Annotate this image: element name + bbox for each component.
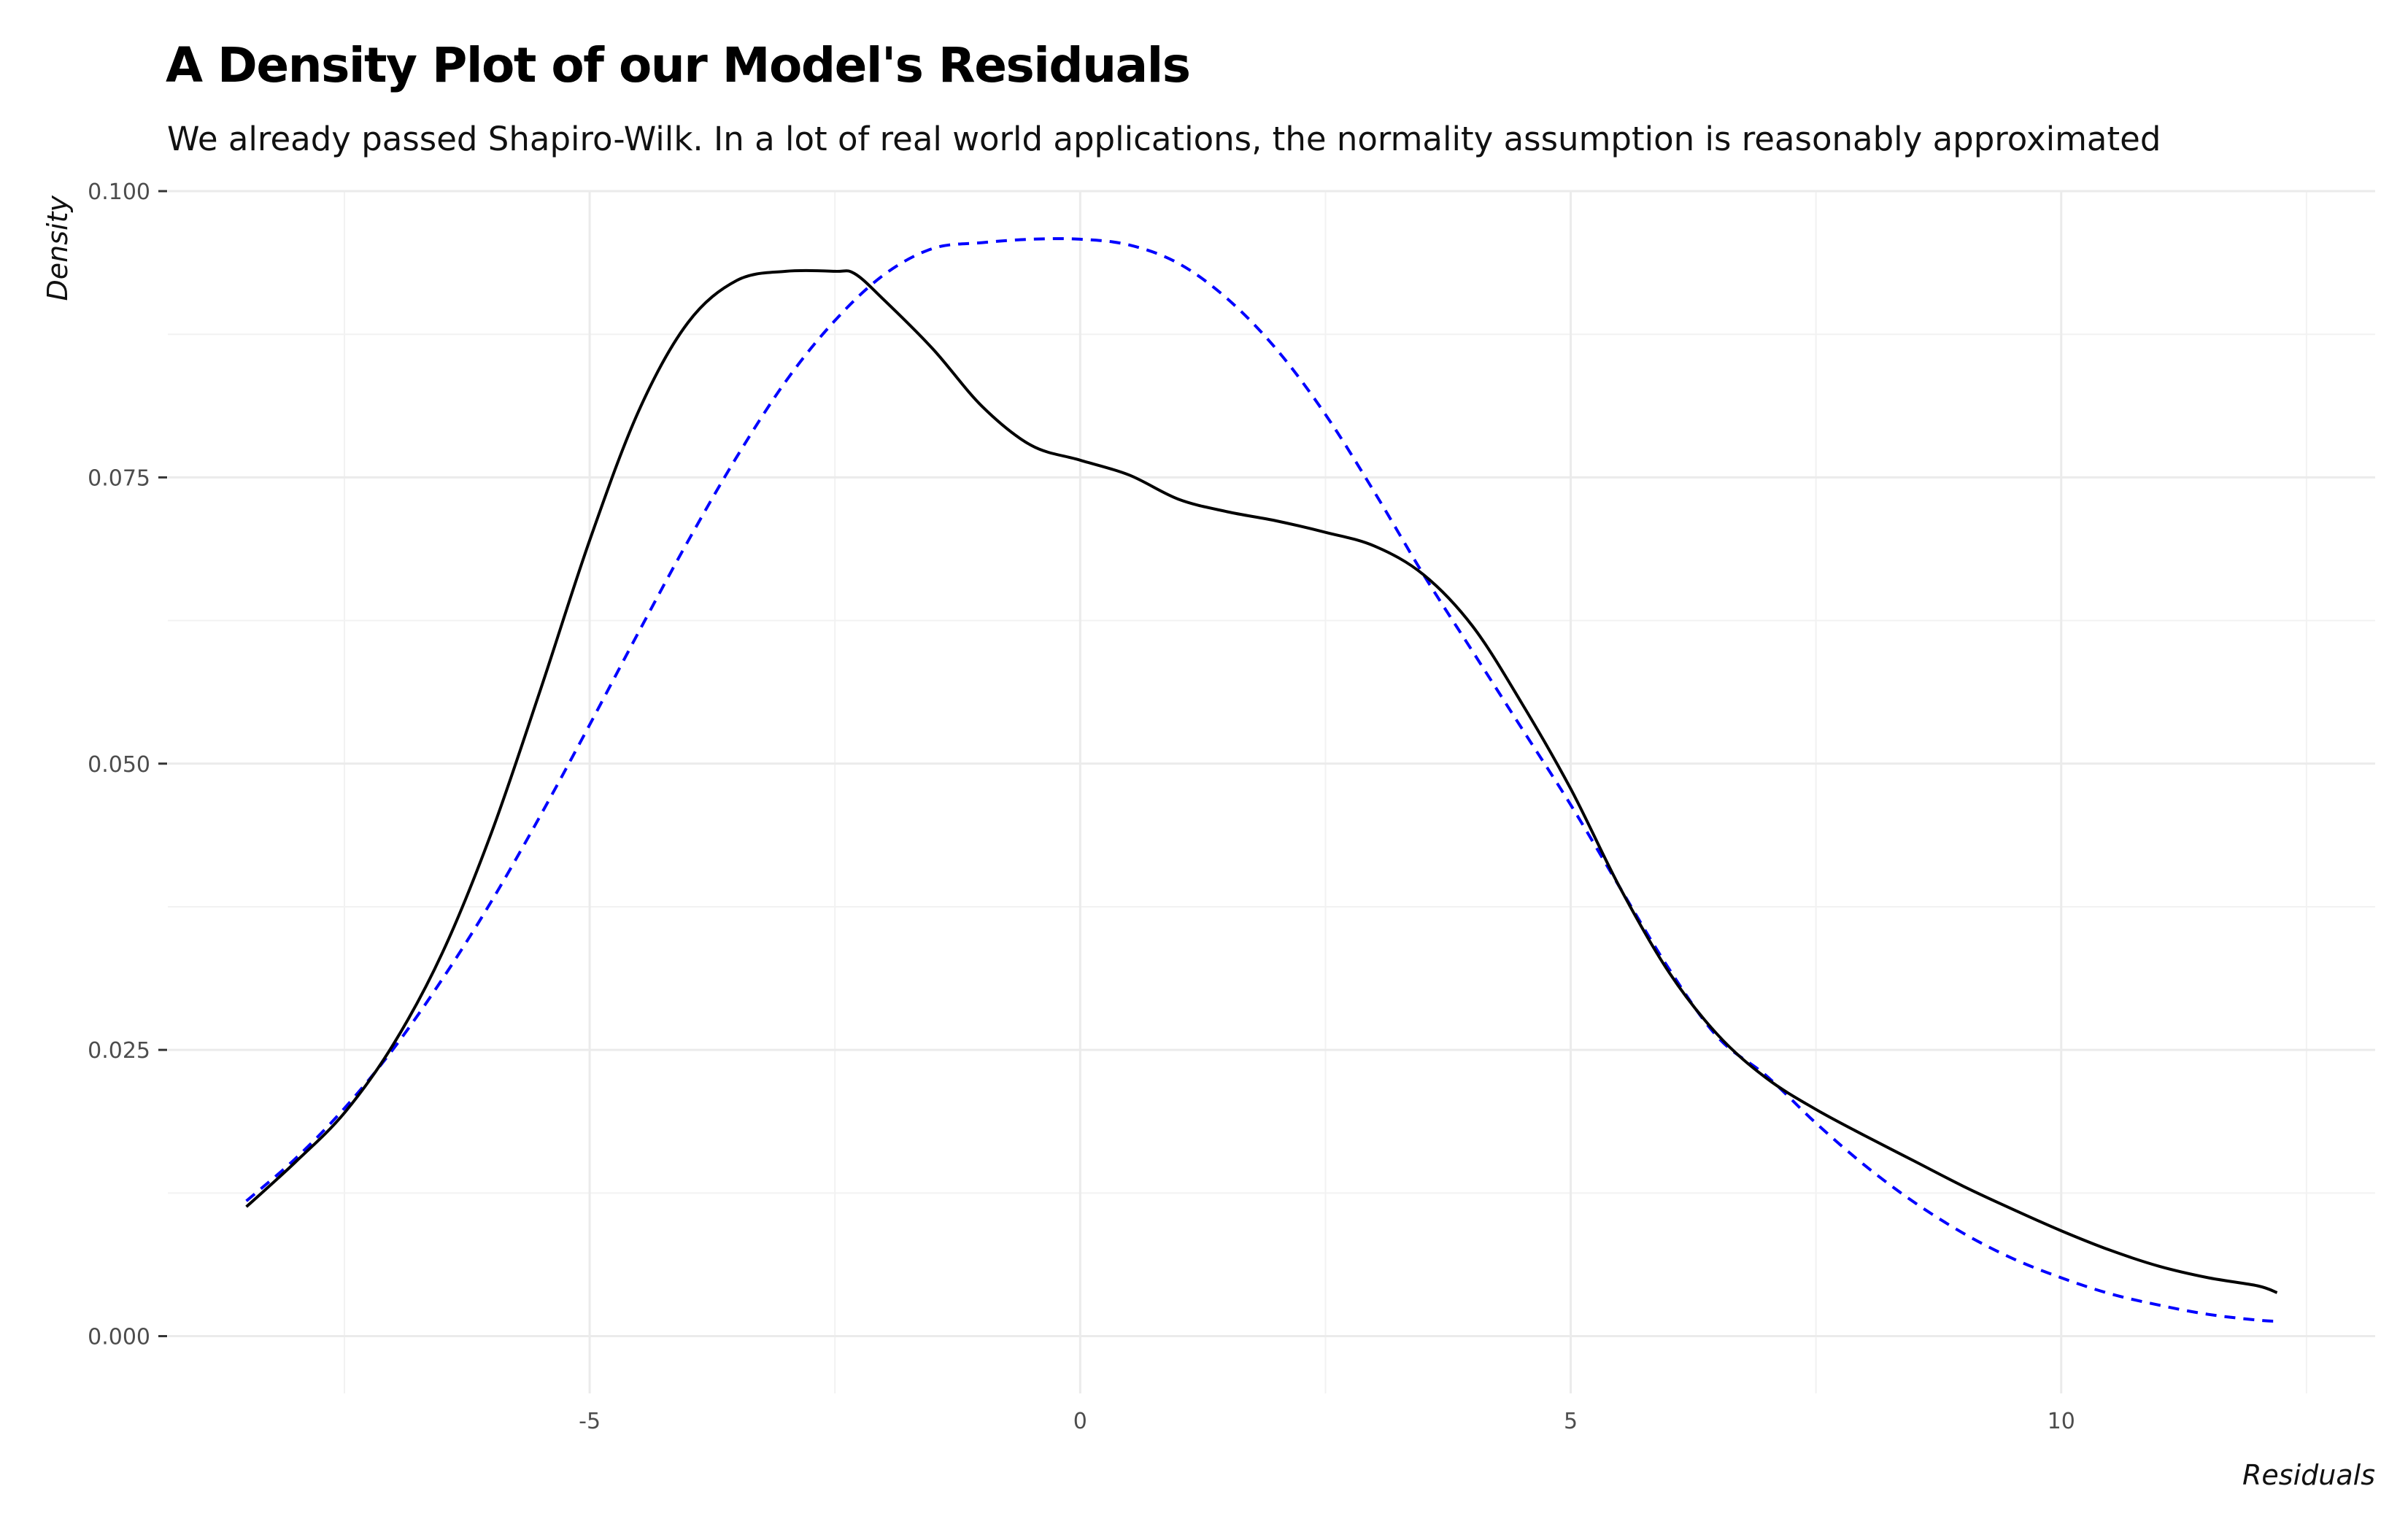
chart-subtitle: We already passed Shapiro-Wilk. In a lot… [167,120,2161,158]
y-axis-title: Density [42,195,74,301]
y-tick-label: 0.025 [88,1038,150,1064]
y-tick-label: 0.100 [88,179,150,205]
density-series [245,237,2278,1323]
chart-title: A Density Plot of our Model's Residuals [166,37,1190,93]
x-axis-title: Residuals [2242,1459,2375,1491]
x-tick-label: -5 [579,1409,601,1434]
y-tick-label: 0.050 [88,752,150,778]
x-tick-label: 0 [1073,1409,1087,1434]
normal-density-line [245,237,2277,1323]
y-tick-label: 0.000 [88,1325,150,1350]
residual-density-line [245,268,2278,1294]
grid [168,190,2375,1393]
axes: -5 0 5 10 0.000 0.025 0.050 0.075 0.100 [88,179,2075,1434]
x-tick-label: 5 [1564,1409,1578,1434]
y-tick-label: 0.075 [88,465,150,491]
x-tick-label: 10 [2048,1409,2075,1434]
